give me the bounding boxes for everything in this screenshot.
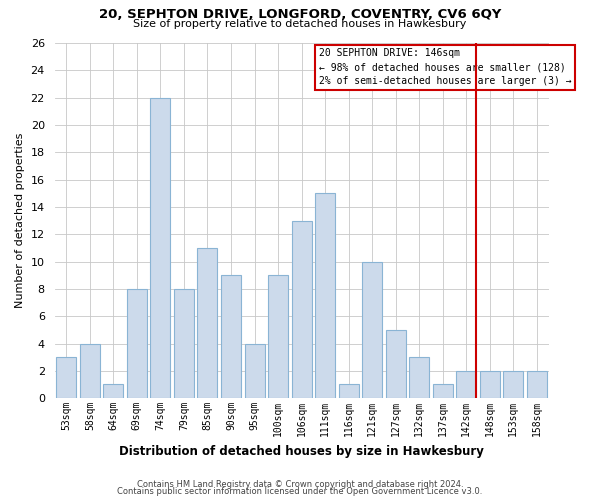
Bar (221, 275, 241, 398)
Bar (127, 289, 147, 398)
Bar (433, 384, 453, 398)
Bar (527, 371, 547, 398)
Bar (151, 98, 170, 398)
Bar (480, 371, 500, 398)
Bar (268, 275, 288, 398)
Bar (292, 220, 311, 398)
Bar (362, 262, 382, 398)
Y-axis label: Number of detached properties: Number of detached properties (15, 133, 25, 308)
Text: 20, SEPHTON DRIVE, LONGFORD, COVENTRY, CV6 6QY: 20, SEPHTON DRIVE, LONGFORD, COVENTRY, C… (99, 8, 501, 20)
Bar (56, 357, 76, 398)
Bar (80, 344, 100, 398)
Bar (174, 289, 194, 398)
Text: Contains public sector information licensed under the Open Government Licence v3: Contains public sector information licen… (118, 487, 482, 496)
Text: 20 SEPHTON DRIVE: 146sqm
← 98% of detached houses are smaller (128)
2% of semi-d: 20 SEPHTON DRIVE: 146sqm ← 98% of detach… (319, 48, 571, 86)
Bar (503, 371, 523, 398)
X-axis label: Distribution of detached houses by size in Hawkesbury: Distribution of detached houses by size … (119, 444, 484, 458)
Bar (386, 330, 406, 398)
Bar (103, 384, 124, 398)
Bar (197, 248, 217, 398)
Bar (315, 194, 335, 398)
Bar (409, 357, 429, 398)
Text: Contains HM Land Registry data © Crown copyright and database right 2024.: Contains HM Land Registry data © Crown c… (137, 480, 463, 489)
Bar (245, 344, 265, 398)
Text: Size of property relative to detached houses in Hawkesbury: Size of property relative to detached ho… (133, 19, 467, 29)
Bar (456, 371, 476, 398)
Bar (338, 384, 359, 398)
